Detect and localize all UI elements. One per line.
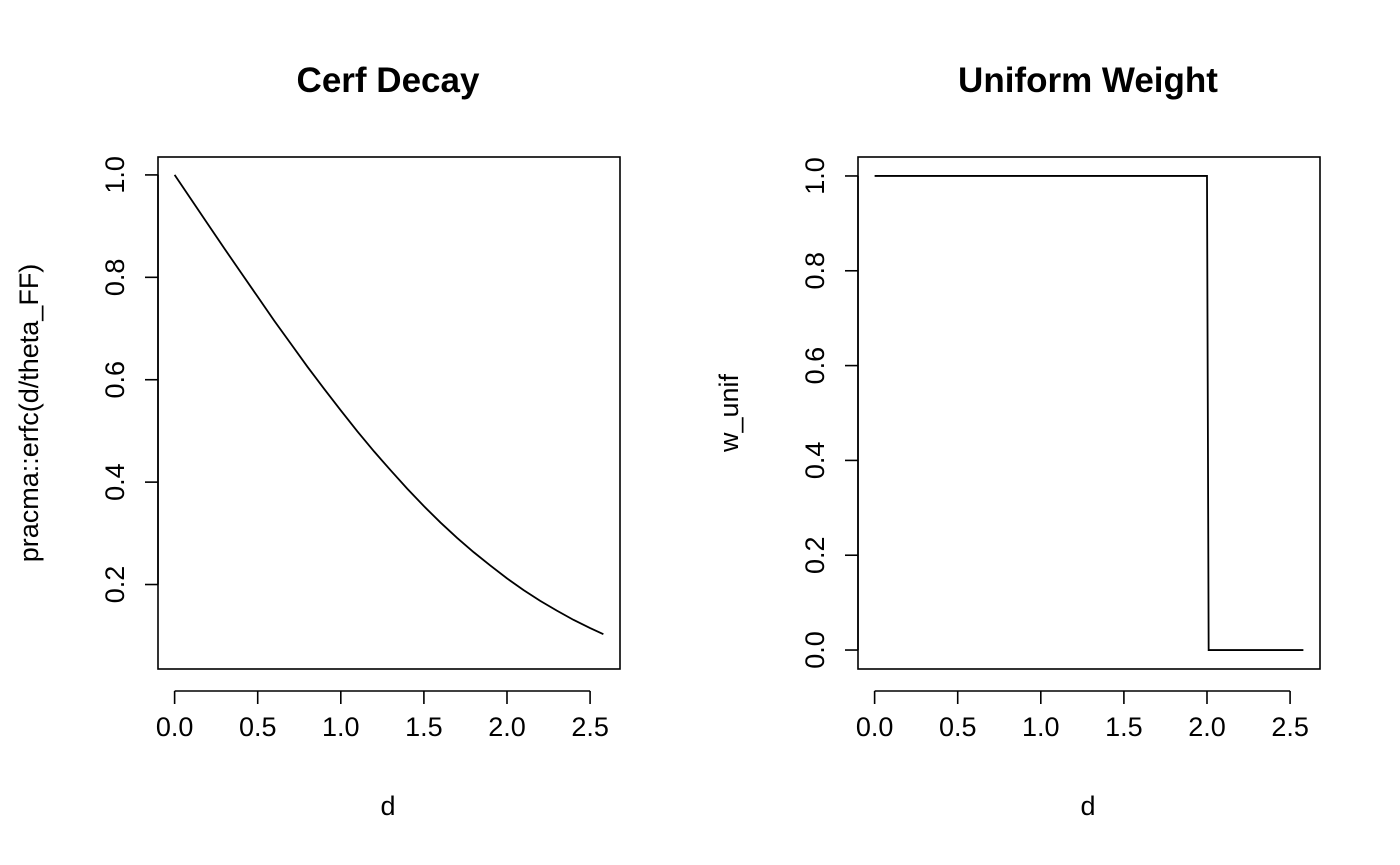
x-axis: 0.0 0.5 1.0 1.5 2.0 2.5 <box>856 690 1309 742</box>
y-tick-label: 0.8 <box>800 252 830 290</box>
x-tick-label: 0.5 <box>939 712 977 742</box>
y-tick-label: 1.0 <box>800 157 830 195</box>
panel-uniform-weight: Uniform Weight 0.0 0.5 1.0 1.5 2.0 2.5 0.0 0.2… <box>714 61 1321 821</box>
y-tick-label: 0.6 <box>800 347 830 385</box>
x-tick-label: 2.0 <box>488 712 526 742</box>
y-axis-label: w_unif <box>714 373 744 453</box>
x-axis-label: d <box>1080 791 1095 821</box>
x-tick-label: 2.5 <box>1271 712 1309 742</box>
x-tick-label: 1.5 <box>405 712 443 742</box>
series-line <box>173 174 604 635</box>
x-tick-label: 1.5 <box>1105 712 1143 742</box>
x-tick-label: 1.0 <box>322 712 360 742</box>
x-axis: 0.0 0.5 1.0 1.5 2.0 2.5 <box>156 690 609 742</box>
y-tick-label: 0.2 <box>800 536 830 574</box>
chart-title: Uniform Weight <box>958 61 1218 100</box>
panel-cerf-decay: Cerf Decay 0.0 0.5 1.0 1.5 2.0 2.5 0.20.40.60… <box>14 61 621 821</box>
y-tick-label: 0.2 <box>100 566 130 604</box>
y-axis: 0.0 0.2 0.4 0.6 0.8 1.0 <box>800 157 859 669</box>
chart-title: Cerf Decay <box>297 61 480 100</box>
y-axis-label: pracma::erfc(d/theta_FF) <box>14 264 44 563</box>
x-tick-label: 0.0 <box>156 712 194 742</box>
x-axis-label: d <box>380 791 395 821</box>
y-tick-label: 1.0 <box>100 156 130 194</box>
x-tick-label: 0.5 <box>239 712 277 742</box>
y-tick-label: 0.0 <box>800 631 830 669</box>
y-tick-label: 0.4 <box>800 442 830 480</box>
y-axis: 0.2 0.4 0.6 0.8 1.0 <box>100 156 159 604</box>
x-tick-label: 2.0 <box>1188 712 1226 742</box>
plot-frame <box>157 156 621 670</box>
plot-frame <box>857 156 1321 670</box>
x-tick-label: 2.5 <box>571 712 609 742</box>
series-line <box>874 175 1304 651</box>
y-tick-label: 0.8 <box>100 259 130 297</box>
x-tick-label: 0.0 <box>856 712 894 742</box>
y-tick-label: 0.6 <box>100 361 130 399</box>
y-tick-label: 0.4 <box>100 463 130 501</box>
x-tick-label: 1.0 <box>1022 712 1060 742</box>
